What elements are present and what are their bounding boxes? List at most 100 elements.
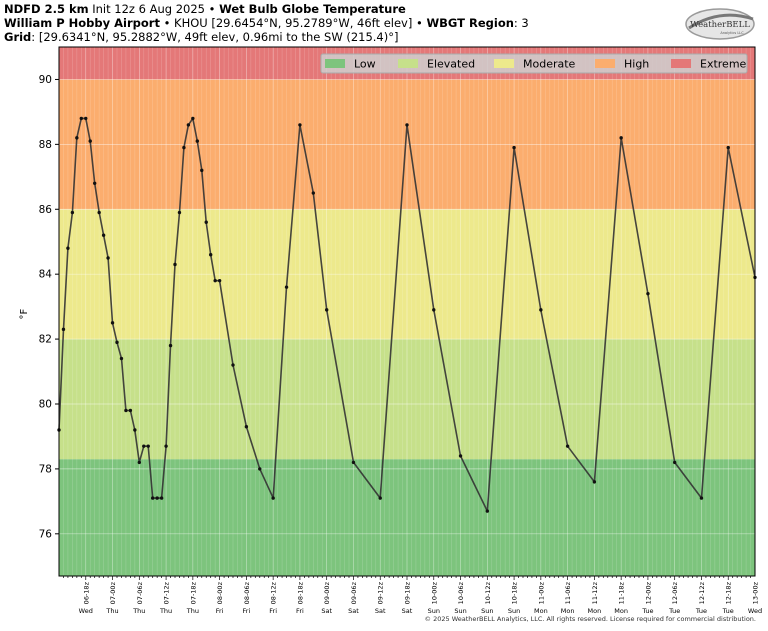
data-point <box>646 291 650 296</box>
data-point <box>119 356 124 361</box>
x-tick-label: 07-18z <box>189 581 197 604</box>
data-point <box>164 444 168 448</box>
data-point <box>432 308 436 312</box>
data-point <box>88 139 92 143</box>
legend-swatch-elevated <box>398 59 418 68</box>
x-day-label: Thu <box>186 607 199 615</box>
data-point <box>195 139 200 143</box>
data-point <box>124 408 128 413</box>
data-point <box>70 210 75 215</box>
data-point <box>217 278 222 283</box>
data-point <box>271 496 275 500</box>
model-name: NDFD 2.5 km <box>4 2 89 16</box>
x-tick-label: 13-00z <box>752 581 760 604</box>
product-name: Wet Bulb Globe Temperature <box>219 2 406 16</box>
data-point <box>142 444 146 448</box>
x-tick-label: 07-06z <box>136 581 144 604</box>
x-day-label: Mon <box>561 607 575 615</box>
x-tick-label: 12-18z <box>725 581 733 604</box>
data-point <box>128 408 133 413</box>
data-point <box>699 496 704 500</box>
data-point <box>213 278 217 283</box>
data-point <box>92 181 97 186</box>
legend-label-extreme: Extreme <box>700 58 747 71</box>
data-point <box>168 343 173 348</box>
data-point <box>61 327 66 332</box>
logo-text: WeatherBELL <box>690 20 750 30</box>
data-point <box>726 145 730 150</box>
data-point <box>208 253 213 257</box>
y-tick-label: 78 <box>39 463 52 475</box>
data-point <box>66 246 70 250</box>
init-time: Init 12z 6 Aug 2025 <box>92 2 205 16</box>
data-point <box>458 454 463 458</box>
region-value: : 3 <box>513 16 529 30</box>
separator: • <box>416 16 423 30</box>
grid-line: Grid: [29.6341°N, 95.2882°W, 49ft elev, … <box>4 30 398 44</box>
x-day-label: Wed <box>79 607 93 615</box>
x-day-label: Fri <box>269 607 277 615</box>
station-name: William P Hobby Airport <box>4 16 160 30</box>
x-day-label: Tue <box>722 607 734 615</box>
legend-swatch-low <box>325 59 345 68</box>
x-day-label: Mon <box>534 607 548 615</box>
x-day-label: Sun <box>508 607 520 615</box>
data-point <box>672 460 677 465</box>
data-point <box>485 509 490 513</box>
data-point <box>150 496 155 500</box>
data-point <box>258 467 262 471</box>
data-point <box>101 233 106 237</box>
x-tick-label: 12-12z <box>698 581 706 604</box>
x-day-label: Thu <box>132 607 145 615</box>
grid-label: Grid <box>4 30 32 44</box>
x-tick-label: 09-00z <box>323 581 331 604</box>
x-tick-label: 08-06z <box>243 581 251 604</box>
x-day-label: Fri <box>243 607 251 615</box>
data-point <box>186 123 191 127</box>
copyright-footer: © 2025 WeatherBELL Analytics, LLC. All r… <box>424 615 756 623</box>
legend-swatch-high <box>595 59 615 68</box>
x-tick-label: 10-00z <box>430 581 438 604</box>
data-point <box>231 363 235 367</box>
x-tick-label: 10-12z <box>484 581 492 604</box>
x-day-label: Mon <box>588 607 602 615</box>
data-point <box>133 428 137 432</box>
station-info: KHOU [29.6454°N, 95.2789°W, 46ft elev] <box>174 16 413 30</box>
x-tick-label: 09-18z <box>404 581 412 604</box>
y-tick-label: 80 <box>39 398 52 410</box>
data-point <box>204 220 208 224</box>
data-point <box>84 116 88 121</box>
x-tick-label: 09-12z <box>377 581 385 604</box>
separator: • <box>163 16 171 30</box>
x-tick-label: 10-06z <box>457 581 465 604</box>
data-point <box>115 340 119 345</box>
x-day-label: Sat <box>348 607 359 615</box>
x-tick-label: 10-18z <box>511 581 519 604</box>
x-day-label: Tue <box>668 607 680 615</box>
data-point <box>97 210 101 215</box>
x-tick-label: 12-06z <box>671 581 679 604</box>
legend-swatch-moderate <box>494 59 514 68</box>
data-point <box>173 262 177 267</box>
y-tick-label: 84 <box>39 269 53 281</box>
weatherbell-logo: WeatherBELL Analytics LLC <box>685 8 755 40</box>
data-point <box>512 145 516 150</box>
x-day-label: Sun <box>428 607 440 615</box>
data-point <box>182 145 186 150</box>
data-point <box>378 496 382 500</box>
x-tick-label: 11-00z <box>537 581 545 604</box>
y-tick-label: 90 <box>39 74 52 86</box>
data-point <box>405 123 409 127</box>
x-day-label: Thu <box>105 607 118 615</box>
data-point <box>592 480 597 484</box>
x-day-label: Tue <box>695 607 707 615</box>
data-point <box>619 136 623 140</box>
legend-label-high: High <box>624 58 649 71</box>
data-point <box>539 308 543 312</box>
title-line: NDFD 2.5 km Init 12z 6 Aug 2025 • Wet Bu… <box>4 2 406 16</box>
x-day-label: Sat <box>402 607 413 615</box>
logo-subtext: Analytics LLC <box>720 31 744 35</box>
station-line: William P Hobby Airport • KHOU [29.6454°… <box>4 16 529 30</box>
x-day-label: Tue <box>641 607 653 615</box>
